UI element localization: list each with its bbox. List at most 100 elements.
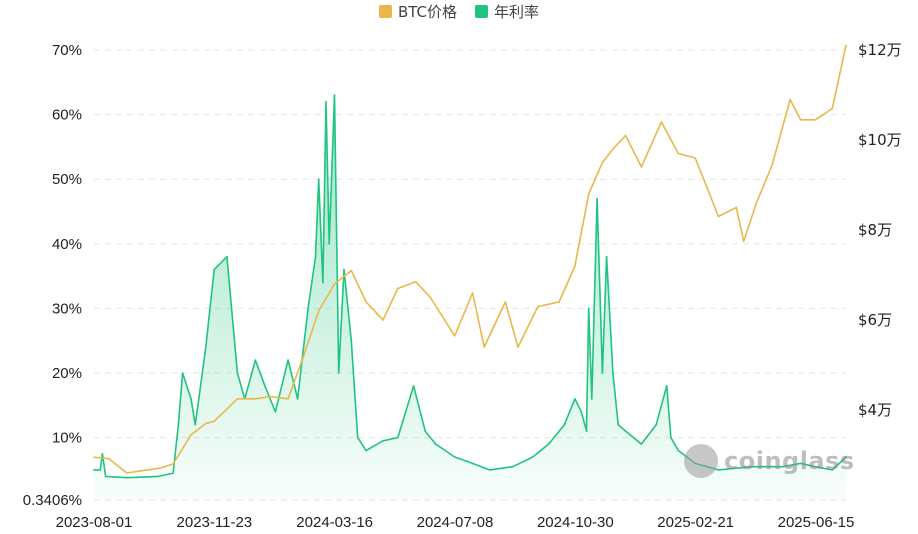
legend-item-annual-rate[interactable]: 年利率 bbox=[475, 1, 539, 22]
annual-rate-point bbox=[125, 476, 128, 479]
annual-rate-point bbox=[322, 281, 324, 284]
annual-rate-point bbox=[337, 372, 340, 374]
annual-rate-point bbox=[585, 430, 588, 432]
annual-rate-point bbox=[333, 94, 336, 97]
left-tick-label: 60% bbox=[52, 107, 82, 124]
btc-price-point bbox=[382, 319, 384, 321]
annual-rate-point bbox=[605, 255, 608, 258]
annual-rate-point bbox=[547, 443, 550, 445]
right-tick-label: $6万 bbox=[858, 311, 892, 329]
x-tick-label: 2023-08-01 bbox=[56, 514, 133, 531]
btc-price-point bbox=[350, 269, 353, 272]
btc-price-point bbox=[558, 301, 560, 303]
btc-price-point bbox=[414, 280, 417, 283]
annual-rate-point bbox=[181, 372, 184, 374]
btc-price-point bbox=[140, 469, 143, 472]
legend-label-btc-price: BTC价格 bbox=[397, 2, 458, 21]
annual-rate-point bbox=[350, 339, 353, 342]
annual-rate-point bbox=[93, 469, 95, 471]
annual-rate-point bbox=[101, 452, 104, 455]
annual-rate-point bbox=[665, 385, 668, 387]
annual-rate-point bbox=[587, 307, 590, 310]
btc-price-point bbox=[190, 433, 192, 436]
btc-price-point bbox=[157, 467, 160, 470]
btc-price-point bbox=[517, 346, 519, 348]
btc-price-point bbox=[640, 166, 643, 168]
left-tick-label: 20% bbox=[52, 365, 82, 382]
annual-rate-point bbox=[655, 423, 657, 426]
btc-price-point bbox=[677, 152, 680, 155]
btc-price-point bbox=[601, 161, 604, 164]
x-tick-label: 2024-07-08 bbox=[417, 514, 494, 531]
annual-rate-point bbox=[845, 456, 847, 458]
annual-rate-point bbox=[194, 423, 197, 426]
annual-rate-point bbox=[317, 178, 320, 181]
x-tick-label: 2023-11-23 bbox=[177, 514, 253, 531]
btc-price-point bbox=[799, 118, 802, 121]
annual-rate-point bbox=[831, 469, 834, 471]
legend-swatch-btc-price bbox=[378, 4, 392, 18]
annual-rate-point bbox=[574, 398, 576, 400]
btc-price-point bbox=[333, 283, 336, 285]
right-tick-label: $10万 bbox=[858, 131, 902, 149]
annual-rate-point bbox=[563, 423, 566, 426]
annual-rate-point bbox=[601, 372, 604, 374]
annual-rate-point bbox=[624, 430, 627, 432]
left-tick-label: 0.3406% bbox=[23, 492, 82, 509]
annual-rate-point bbox=[365, 449, 367, 452]
btc-price-point bbox=[302, 357, 304, 360]
annual-rate-point bbox=[511, 465, 514, 468]
annual-rate-point bbox=[617, 423, 619, 426]
legend-swatch-annual-rate bbox=[475, 4, 489, 18]
btc-price-point bbox=[707, 188, 709, 191]
annual-rate-point bbox=[172, 472, 174, 474]
annual-rate-point bbox=[287, 359, 289, 361]
btc-price-point bbox=[269, 395, 271, 398]
annual-rate-point bbox=[213, 268, 216, 271]
annual-rate-point bbox=[488, 469, 491, 471]
btc-price-point bbox=[504, 301, 507, 303]
btc-price-point bbox=[814, 118, 817, 121]
annual-rate-point bbox=[612, 372, 614, 374]
annual-rate-point bbox=[471, 462, 474, 465]
btc-price-point bbox=[612, 148, 614, 150]
btc-price-point bbox=[93, 456, 95, 459]
right-tick-label: $8万 bbox=[858, 221, 892, 239]
btc-price-point bbox=[125, 472, 128, 474]
watermark-text: coinglass bbox=[724, 447, 855, 475]
btc-price-point bbox=[831, 107, 834, 110]
annual-rate-point bbox=[580, 410, 583, 413]
x-tick-label: 2024-10-30 bbox=[537, 514, 614, 531]
annual-rate-point bbox=[296, 398, 299, 400]
btc-price-point bbox=[742, 240, 745, 243]
annual-rate-point bbox=[434, 443, 437, 445]
annual-rate-point bbox=[781, 465, 784, 468]
btc-price-point bbox=[213, 420, 216, 423]
annual-rate-point bbox=[343, 268, 345, 271]
btc-price-point bbox=[574, 265, 576, 267]
btc-price-point bbox=[365, 301, 367, 303]
annual-rate-point bbox=[104, 475, 107, 478]
btc-price-point bbox=[396, 287, 399, 290]
left-tick-label: 70% bbox=[52, 42, 82, 59]
annual-rate-point bbox=[177, 423, 180, 426]
annual-rate-point bbox=[99, 469, 102, 471]
annual-rate-point bbox=[325, 100, 327, 103]
btc-price-point bbox=[453, 334, 456, 337]
annual-rate-point bbox=[396, 436, 399, 439]
annual-rate-point bbox=[190, 398, 192, 400]
annual-rate-point bbox=[591, 398, 593, 400]
annual-rate-point bbox=[750, 465, 752, 468]
btc-price-point bbox=[287, 397, 289, 400]
annual-rate-point bbox=[236, 372, 239, 374]
annual-rate-point bbox=[717, 469, 720, 471]
legend-item-btc-price[interactable]: BTC价格 bbox=[378, 1, 458, 22]
left-tick-label: 50% bbox=[52, 171, 82, 188]
annual-rate-point bbox=[274, 410, 277, 413]
annual-rate-point bbox=[254, 359, 257, 361]
btc-price-point bbox=[471, 292, 474, 294]
annual-rate-point bbox=[596, 197, 598, 200]
legend-label-annual-rate: 年利率 bbox=[494, 2, 540, 21]
annual-rate-point bbox=[382, 440, 384, 442]
annual-rate-point bbox=[531, 456, 534, 458]
